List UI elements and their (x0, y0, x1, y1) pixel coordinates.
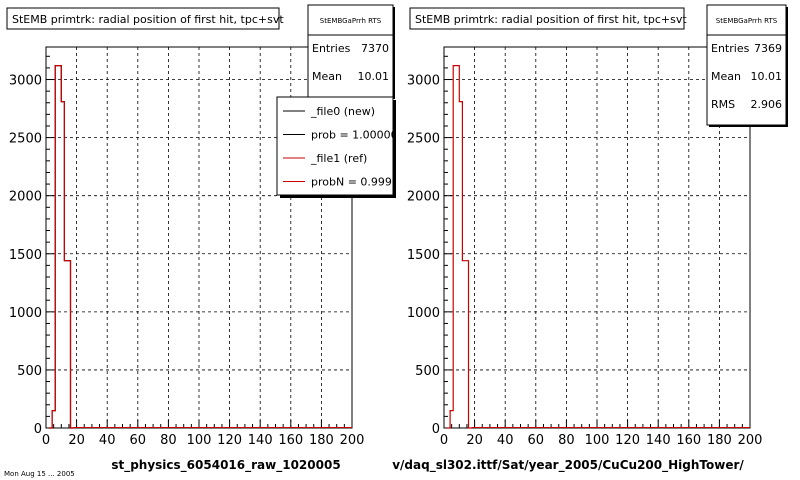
x-tick-label: 120 (615, 433, 640, 448)
stats-row-value: 10.01 (751, 70, 783, 83)
stats-box-title: StEMBGaPrrh RTS (320, 17, 382, 25)
y-tick-label: 2500 (407, 132, 440, 147)
chart-title: StEMB primtrk: radial position of first … (12, 13, 284, 26)
legend-label: prob = 1.000000 (311, 129, 405, 142)
histogram-series-1 (447, 65, 472, 429)
chart-title: StEMB primtrk: radial position of first … (415, 13, 687, 26)
y-tick-label: 1000 (407, 306, 440, 321)
x-tick-label: 180 (707, 433, 732, 448)
x-tick-label: 40 (497, 433, 514, 448)
x-tick-label: 140 (248, 433, 273, 448)
x-tick-label: 40 (99, 433, 116, 448)
x-tick-label: 100 (585, 433, 610, 448)
chart-panel-1: 0 20 40 60 80 100 120 140 160 180 2000500100015002… (6, 4, 406, 473)
x-tick-label: 60 (130, 433, 147, 448)
y-tick-label: 2500 (9, 132, 42, 147)
x-tick-label: 0 (440, 433, 448, 448)
y-tick-label: 0 (432, 422, 440, 437)
x-tick-label: 20 (68, 433, 85, 448)
stats-box-title: StEMBGaPrrh RTS (716, 17, 778, 25)
y-tick-label: 1500 (407, 248, 440, 263)
x-tick-label: 0 (42, 433, 50, 448)
stats-row-value: 7369 (754, 42, 782, 55)
legend-label: _file1 (ref) (310, 152, 367, 165)
x-axis-label: v/daq_sl302.ittf/Sat/year_2005/CuCu200_H… (392, 458, 744, 473)
stats-row-label: Entries (312, 42, 351, 55)
y-tick-label: 1500 (9, 248, 42, 263)
stats-row-label: Entries (711, 42, 750, 55)
legend-label: probN = 0.99997 (311, 176, 406, 189)
x-tick-label: 200 (738, 433, 763, 448)
y-tick-label: 2000 (9, 190, 42, 205)
plot-frame (443, 46, 751, 429)
y-tick-label: 2000 (407, 190, 440, 205)
y-tick-label: 3000 (9, 74, 42, 89)
x-tick-label: 120 (217, 433, 242, 448)
x-tick-label: 60 (528, 433, 545, 448)
y-tick-label: 1000 (9, 306, 42, 321)
legend-entries: _file0 (new) prob = 1.000000 _file1 (ref) p… (283, 105, 406, 189)
stats-box (706, 4, 787, 126)
x-tick-label: 140 (646, 433, 671, 448)
chart-title-box (6, 7, 280, 30)
x-tick-label: 160 (676, 433, 701, 448)
x-tick-label: 80 (160, 433, 177, 448)
stats-box (307, 4, 394, 98)
footer-timestamp: Mon Aug 15 ... 2005 (4, 470, 75, 478)
stats-row-value: 2.906 (751, 98, 783, 111)
x-tick-label: 80 (558, 433, 575, 448)
x-tick-label: 160 (278, 433, 303, 448)
stats-row-value: 7370 (361, 42, 389, 55)
y-tick-label: 500 (17, 364, 42, 379)
x-tick-label: 180 (309, 433, 334, 448)
chart-panel-2: 0 20 40 60 80 100 120 140 160 180 2000500100015002… (392, 4, 788, 473)
y-tick-label: 3000 (407, 74, 440, 89)
histogram-series-2 (49, 65, 74, 429)
stats-row-label: Mean (711, 70, 741, 83)
chart-title-box (409, 7, 685, 30)
x-axis-label: st_physics_6054016_raw_1020005 (111, 458, 340, 473)
y-tick-label: 0 (34, 422, 42, 437)
y-tick-label: 500 (415, 364, 440, 379)
stats-row-label: RMS (711, 98, 735, 111)
stats-row-value: 10.01 (358, 70, 390, 83)
legend-box (276, 96, 394, 196)
x-tick-label: 20 (466, 433, 483, 448)
x-tick-label: 100 (187, 433, 212, 448)
x-tick-label: 200 (340, 433, 365, 448)
legend-label: _file0 (new) (310, 105, 375, 118)
stats-row-label: Mean (312, 70, 342, 83)
